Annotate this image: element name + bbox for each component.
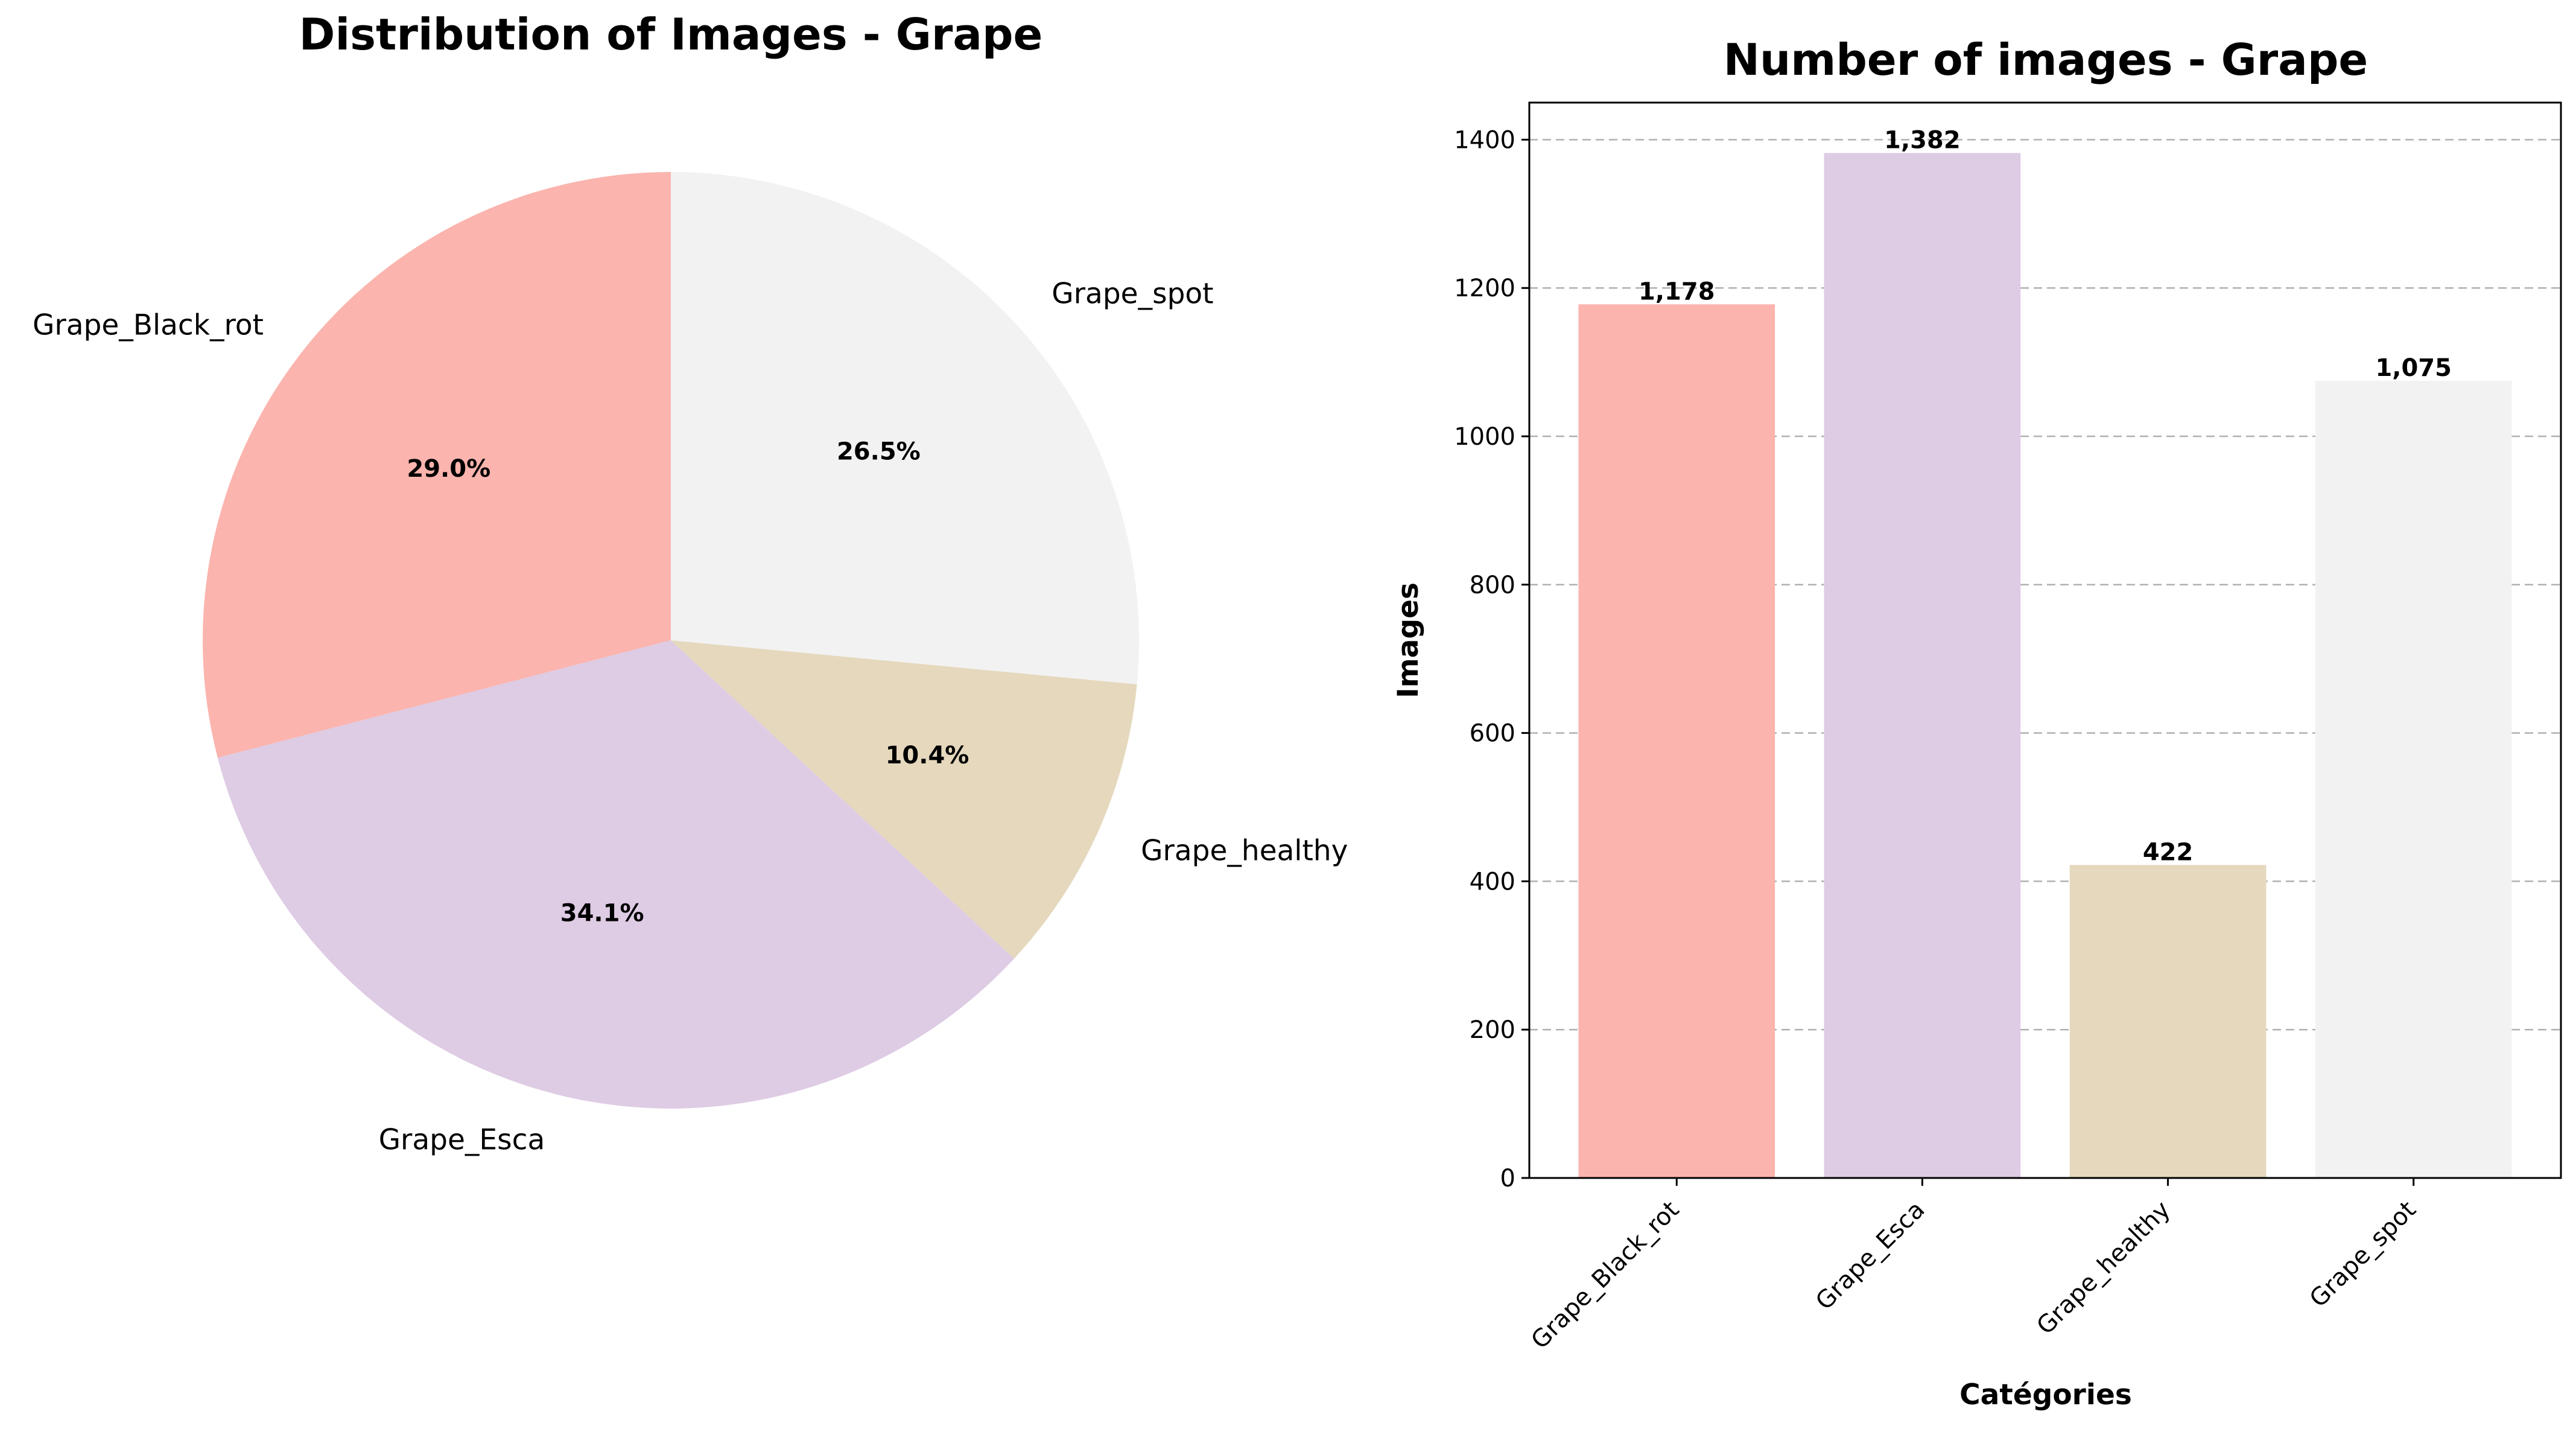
bar-value-label: 1,382 [1884,127,1961,154]
pie-slice-grape-black-rot [202,172,671,758]
y-tick-label: 1200 [1454,275,1515,302]
pie-title: Distribution of Images - Grape [299,9,1043,60]
y-tick-label: 1400 [1454,126,1515,154]
x-tick-label: Grape_Esca [1810,1196,1930,1316]
pie-slice-grape-esca [217,640,1015,1109]
x-axis: Grape_Black_rot Grape_Esca Grape_healthy Gr… [1526,1178,2422,1355]
pie-category-label: Grape_spot [1052,277,1213,310]
pie-slices [202,172,1139,1109]
x-tick-label: Grape_spot [2305,1196,2422,1313]
y-tick-label: 1000 [1454,423,1515,451]
y-tick-label: 800 [1470,571,1515,599]
x-tick-label: Grape_Black_rot [1526,1196,1684,1355]
bar-value-label: 1,075 [2375,354,2452,382]
bar-grape-spot [2315,380,2512,1178]
pie-slice-grape-spot [671,172,1139,684]
y-tick-label: 0 [1500,1165,1515,1192]
pie-percent-label: 34.1% [560,899,644,927]
bar-grape-healthy [2069,865,2267,1178]
y-tick-label: 600 [1470,720,1515,748]
y-axis-label: Images [1392,582,1425,698]
pie-category-label: Grape_healthy [1141,835,1348,868]
y-tick-label: 200 [1470,1016,1515,1044]
x-tick-label: Grape_healthy [2031,1196,2175,1340]
y-tick-label: 400 [1470,868,1515,896]
y-axis: 0 200 400 600 800 1000 1200 1400 [1454,126,1529,1192]
bar-grape-esca [1824,153,2021,1178]
bar-series [1578,153,2512,1179]
pie-percent-label: 10.4% [886,742,969,769]
bar-chart: Number of images - Grape 1,1781,3824221,… [1392,34,2562,1411]
bar-grape-black-rot [1578,304,1775,1179]
pie-category-label: Grape_Black_rot [33,309,264,342]
pie-percent-label: 26.5% [837,438,921,466]
bar-value-label: 422 [2143,838,2194,866]
pie-category-label: Grape_Esca [379,1124,545,1157]
pie-chart: Distribution of Images - Grape 29.0% Grap… [33,9,1348,1157]
bar-title: Number of images - Grape [1724,34,2368,85]
plot-frame [1528,101,2562,1179]
pie-percent-label: 29.0% [407,455,490,483]
pie-slice-grape-healthy [671,640,1137,959]
pie-labels: 29.0% Grape_Black_rot 34.1% Grape_Esca 10.4%… [33,277,1348,1156]
bar-value-labels: 1,178 1,382 422 1,075 [1639,127,2452,867]
bar-value-label: 1,178 [1639,278,1715,305]
x-axis-label: Catégories [1959,1378,2132,1411]
